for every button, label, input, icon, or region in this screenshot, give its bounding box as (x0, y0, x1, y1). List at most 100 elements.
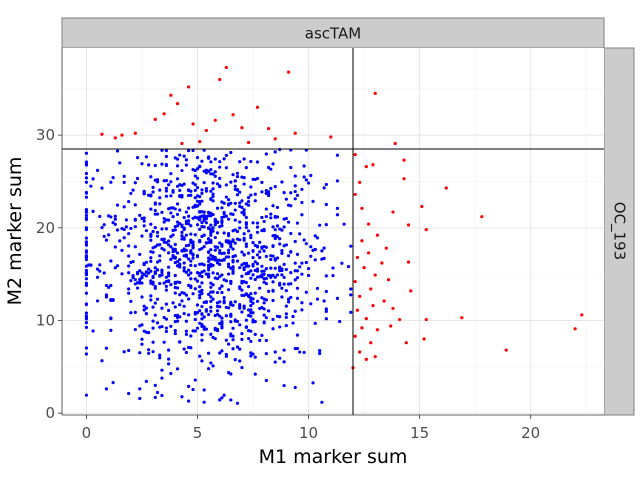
data-point-inside (138, 387, 142, 391)
data-point-inside (226, 217, 231, 221)
data-point-inside (240, 293, 244, 297)
data-point-inside (229, 240, 233, 244)
data-point-inside (155, 243, 160, 247)
data-point-outside (371, 304, 375, 308)
data-point-inside (160, 270, 164, 274)
data-point-inside (202, 269, 206, 273)
data-point-outside (329, 135, 333, 139)
data-point-inside (222, 157, 226, 161)
data-point-inside (162, 237, 166, 242)
data-point-inside (231, 172, 235, 177)
data-point-outside (424, 228, 428, 232)
data-point-inside (266, 190, 271, 194)
data-point-inside (133, 282, 137, 286)
data-point-inside (189, 249, 193, 253)
data-point-inside (153, 313, 157, 317)
data-point-inside (202, 233, 206, 237)
data-point-inside (84, 241, 89, 245)
data-point-inside (147, 348, 151, 352)
data-point-inside (187, 273, 191, 277)
data-point-inside (173, 331, 177, 336)
data-point-inside (220, 316, 224, 320)
data-point-outside (353, 192, 357, 197)
data-point-inside (335, 296, 340, 300)
data-point-inside (313, 258, 317, 262)
data-point-inside (220, 224, 224, 228)
data-point-inside (191, 329, 195, 333)
data-point-inside (238, 160, 242, 164)
data-point-inside (207, 250, 211, 254)
data-point-inside (115, 149, 120, 153)
data-point-inside (258, 250, 262, 254)
data-point-inside (193, 264, 197, 268)
data-point-inside (249, 193, 253, 197)
data-point-outside (133, 131, 137, 135)
data-point-inside (173, 255, 177, 259)
data-point-inside (193, 277, 197, 281)
data-point-inside (222, 299, 226, 303)
data-point-inside (275, 314, 280, 318)
data-point-outside (246, 140, 251, 145)
data-point-inside (173, 260, 177, 265)
data-point-inside (215, 245, 220, 249)
data-point-outside (373, 91, 377, 96)
data-point-inside (284, 304, 288, 308)
data-point-outside (120, 133, 124, 137)
data-point-inside (315, 297, 320, 301)
data-point-inside (149, 238, 153, 242)
data-point-inside (222, 211, 226, 216)
data-point-inside (249, 299, 253, 304)
data-point-inside (142, 272, 146, 277)
data-point-inside (138, 396, 142, 401)
data-point-inside (182, 304, 186, 308)
y-tick-label: 30 (36, 126, 55, 144)
data-point-inside (207, 263, 211, 268)
data-point-outside (360, 326, 364, 330)
data-point-inside (242, 268, 246, 272)
data-point-inside (107, 214, 111, 218)
data-point-inside (209, 240, 213, 245)
data-point-outside (231, 113, 235, 117)
data-point-inside (280, 180, 284, 184)
data-point-inside (215, 220, 220, 225)
data-point-inside (211, 226, 215, 230)
data-point-inside (209, 281, 213, 285)
data-point-inside (84, 314, 89, 318)
data-point-inside (191, 292, 195, 296)
data-point-inside (133, 245, 137, 249)
data-point-inside (238, 359, 242, 363)
data-point-inside (149, 234, 153, 239)
data-point-inside (209, 285, 213, 289)
data-point-inside (189, 224, 193, 228)
data-point-inside (182, 226, 186, 230)
data-point-inside (289, 250, 293, 254)
data-point-inside (144, 306, 149, 310)
data-point-inside (175, 367, 180, 371)
data-point-inside (258, 255, 262, 260)
data-point-inside (189, 240, 193, 245)
data-point-inside (271, 162, 275, 166)
data-point-outside (224, 65, 228, 70)
data-point-inside (164, 284, 169, 288)
data-point-outside (393, 141, 397, 146)
data-point-inside (84, 180, 89, 184)
data-point-inside (264, 316, 268, 320)
data-point-inside (262, 227, 266, 232)
data-point-outside (444, 186, 448, 190)
data-point-inside (111, 221, 115, 225)
data-point-inside (127, 232, 131, 236)
facet-strip-top-label: ascTAM (305, 25, 361, 43)
data-point-inside (193, 183, 197, 187)
data-point-inside (202, 216, 206, 221)
data-point-inside (286, 300, 291, 304)
data-point-outside (355, 255, 360, 260)
data-point-inside (129, 226, 133, 231)
data-point-inside (246, 336, 251, 341)
data-point-inside (238, 201, 242, 205)
data-point-inside (133, 310, 137, 314)
data-point-inside (209, 223, 213, 227)
data-point-inside (293, 197, 297, 201)
data-point-inside (193, 215, 197, 219)
data-point-inside (309, 173, 313, 178)
data-point-inside (167, 239, 171, 243)
